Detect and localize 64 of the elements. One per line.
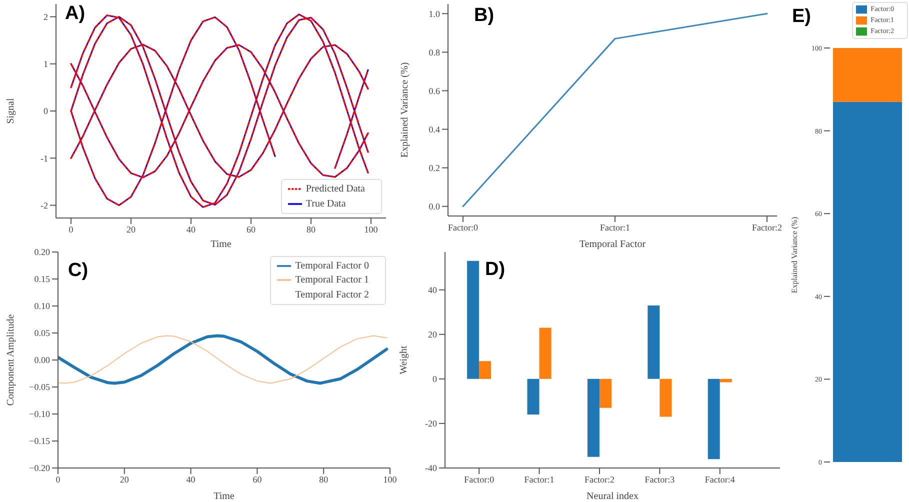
- x-axis-title: Time: [210, 239, 232, 250]
- y-tick-label: 40: [428, 285, 438, 296]
- y-tick-label: −0.15: [29, 436, 50, 446]
- x-tick-label: Factor:4: [704, 474, 736, 484]
- y-tick-label: -40: [425, 463, 438, 474]
- chart-title: B): [474, 5, 494, 27]
- y-tick-label: 0.2: [428, 163, 440, 174]
- x-tick-label: Factor:0: [448, 222, 478, 232]
- chart-title: A): [65, 3, 86, 25]
- x-tick-label: 0: [56, 474, 61, 484]
- x-tick-label: Factor:2: [752, 222, 782, 232]
- y-tick-label: 0.15: [34, 274, 50, 284]
- y-tick-label: -1: [40, 153, 48, 164]
- y-axis-title: Explained Variance (%): [400, 62, 411, 158]
- x-tick-label: Factor:2: [584, 474, 614, 484]
- y-tick-label: 2: [44, 12, 48, 22]
- y-axis-title: Signal: [6, 98, 17, 124]
- legend-label: True Data: [306, 198, 346, 209]
- y-tick-label: 0.05: [34, 328, 50, 338]
- x-tick-label: 20: [126, 224, 136, 234]
- y-tick-label: 1.0: [428, 8, 440, 19]
- y-tick-label: 0.6: [428, 86, 440, 96]
- y-tick-label: 20: [428, 330, 438, 340]
- x-tick-label: 80: [306, 224, 316, 234]
- x-tick-label: 40: [186, 224, 196, 234]
- legend-label: Temporal Factor 0: [295, 260, 369, 272]
- x-tick-label: 40: [186, 474, 196, 484]
- y-axis-title: Explained Variance (%): [790, 216, 799, 294]
- x-tick-label: Factor:0: [464, 474, 495, 484]
- x-tick-label: Factor:3: [644, 474, 676, 484]
- x-tick-label: 80: [319, 474, 329, 484]
- x-tick-label: 100: [364, 224, 378, 234]
- legend-label: Predicted Data: [306, 184, 365, 195]
- y-tick-label: 0: [44, 106, 48, 116]
- x-tick-label: 20: [120, 474, 130, 484]
- y-tick-label: 0: [432, 374, 438, 384]
- y-tick-label: −0.20: [29, 463, 50, 474]
- x-axis-title: Neural index: [586, 491, 638, 502]
- y-tick-label: 0.4: [428, 124, 440, 134]
- y-tick-label: -20: [425, 418, 438, 429]
- y-tick-label: 0.0: [428, 202, 440, 212]
- y-tick-label: 0.8: [428, 47, 440, 58]
- y-tick-label: -2: [40, 200, 48, 210]
- x-tick-label: Factor:1: [600, 222, 630, 232]
- legend-label: Temporal Factor 1: [295, 274, 369, 286]
- x-axis-title: Time: [214, 491, 235, 502]
- y-tick-label: −0.05: [29, 382, 50, 392]
- chart-title: E): [792, 6, 811, 28]
- chart-title: D): [485, 259, 506, 281]
- y-tick-label: 1: [44, 59, 48, 70]
- x-tick-label: 0: [68, 224, 74, 234]
- x-tick-label: 60: [246, 224, 256, 234]
- y-tick-label: 0.20: [34, 247, 50, 258]
- chart-title: C): [68, 260, 88, 282]
- text: Temporal Factor 2: [295, 288, 369, 300]
- y-tick-label: 0.00: [34, 355, 50, 366]
- y-axis-title: Component Amplitude: [6, 314, 17, 406]
- x-tick-label: Factor:1: [524, 474, 554, 484]
- x-tick-label: 60: [252, 474, 262, 484]
- y-axis-title: Weight: [398, 345, 410, 374]
- y-tick-label: 0.10: [34, 301, 50, 312]
- x-tick-label: 100: [383, 474, 398, 484]
- x-axis-title: Temporal Factor: [579, 239, 646, 250]
- y-tick-label: −0.10: [29, 409, 50, 420]
